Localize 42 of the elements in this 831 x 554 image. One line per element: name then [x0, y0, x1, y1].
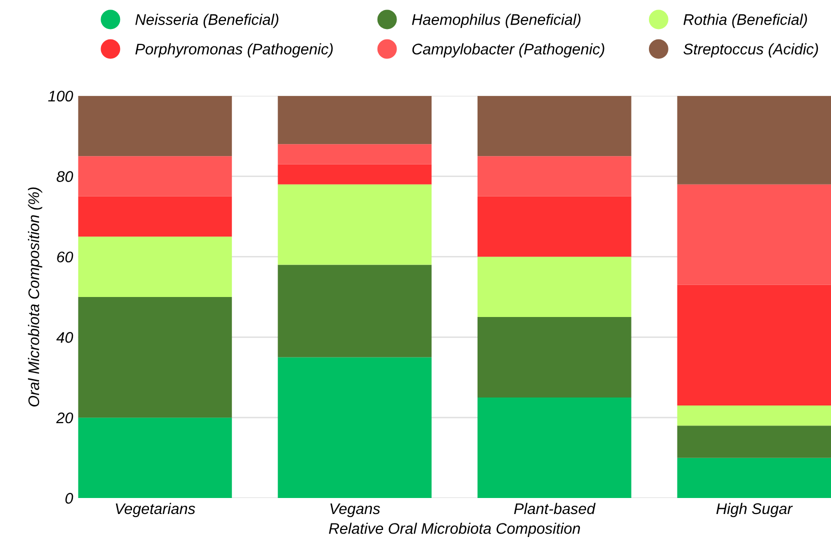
- bar: [78, 196, 232, 237]
- y-tick-label: 60: [57, 252, 74, 262]
- bar: [677, 96, 831, 184]
- bar: [677, 284, 831, 406]
- y-tick-label: 40: [56, 332, 74, 343]
- x-axis-title: Relative Oral Microbiota Composition: [328, 522, 580, 537]
- bar: [78, 418, 232, 498]
- bar: [478, 196, 632, 257]
- bar: [677, 184, 831, 285]
- legend-label: Rothia (Beneficial): [684, 14, 807, 28]
- bar: [78, 156, 232, 196]
- bar: [677, 406, 831, 426]
- legend-label: Haemophilus (Beneficial): [412, 14, 580, 28]
- y-axis-title: Oral Microbiota Composition (%): [28, 187, 42, 406]
- x-tick-label: High Sugar: [716, 502, 793, 518]
- bar: [677, 426, 831, 458]
- bar: [278, 184, 432, 265]
- bar: [78, 236, 232, 297]
- bar: [478, 96, 632, 156]
- y-tick-label: 100: [48, 90, 74, 102]
- legend-label: Porphyromonas (Pathogenic): [135, 43, 333, 58]
- bar: [78, 296, 232, 418]
- x-tick-label: Plant-based: [514, 502, 596, 514]
- legend-label: Campylobacter (Pathogenic): [412, 43, 604, 58]
- bar: [78, 96, 232, 156]
- bar: [478, 156, 632, 196]
- x-tick-label: Vegans: [330, 503, 380, 518]
- bar: [478, 256, 632, 318]
- bar: [278, 96, 432, 144]
- bar: [278, 144, 432, 164]
- x-tick-label: Vegetarians: [116, 502, 196, 518]
- legend-label: Streptoccus (Acidic): [683, 43, 818, 58]
- y-tick-label: 20: [56, 412, 74, 424]
- bar: [478, 317, 632, 398]
- bar: [278, 357, 432, 498]
- bar: [278, 264, 432, 358]
- bar: [278, 164, 432, 184]
- y-tick-label: 80: [56, 171, 74, 182]
- bar: [677, 458, 831, 498]
- legend-label: Neisseria (Beneficial): [135, 14, 278, 28]
- y-tick-label: 0: [65, 492, 74, 504]
- bar: [478, 397, 632, 498]
